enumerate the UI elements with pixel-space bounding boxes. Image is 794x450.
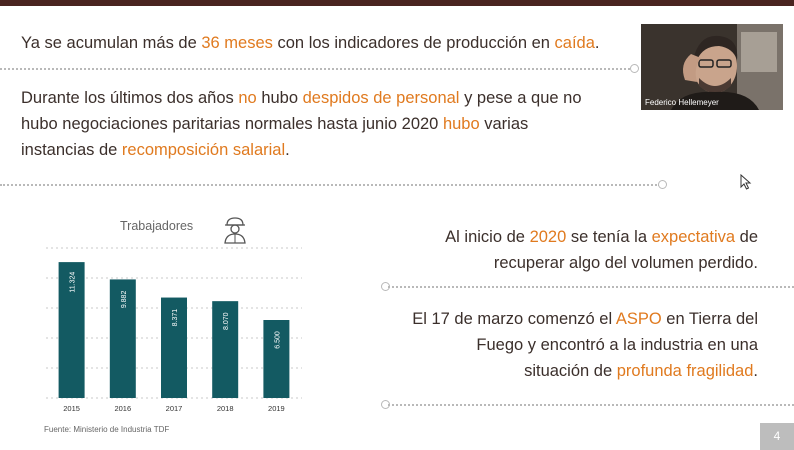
bar-value-label: 8.070: [223, 312, 230, 330]
bar-2016: [109, 279, 136, 398]
x-tick-label: 2018: [217, 404, 234, 412]
x-tick-label: 2015: [63, 404, 80, 412]
bar-2018: [212, 301, 239, 398]
bar-value-label: 11.324: [70, 272, 77, 293]
divider-end: [658, 180, 667, 189]
participant-video-frame: [641, 24, 783, 110]
worker-icon: [224, 217, 246, 244]
headline-text: Ya se acumulan más de 36 meses con los i…: [21, 34, 600, 52]
x-tick-label: 2017: [166, 404, 183, 412]
x-tick-label: 2019: [268, 404, 285, 412]
bar-chart: 11.324 9.882 8.371 8.070 6.500 2015 2016 2017 2…: [46, 217, 302, 412]
page-number: 4: [760, 423, 794, 450]
video-participant-tile[interactable]: Federico Hellemeyer: [641, 24, 783, 110]
source-note: Fuente: Ministerio de Industria TDF: [44, 425, 170, 434]
bar-2015: [58, 262, 85, 398]
chart-title: Trabajadores: [120, 219, 194, 233]
top-accent-bar: [0, 0, 794, 6]
mouse-pointer-icon: [740, 174, 752, 190]
divider: [388, 404, 794, 406]
bar-value-label: 6.500: [274, 331, 281, 349]
participant-name: Federico Hellemeyer: [645, 98, 719, 107]
x-tick-label: 2016: [114, 404, 131, 412]
bar-2019: [263, 320, 290, 398]
divider: [388, 286, 794, 288]
bar-value-label: 8.371: [172, 309, 179, 327]
divider: [0, 68, 634, 70]
divider-end: [630, 64, 639, 73]
expectation-paragraph: Al inicio de 2020 se tenía la expectativ…: [445, 228, 758, 272]
divider: [0, 184, 660, 186]
bar-2017: [161, 297, 187, 398]
bar-value-label: 9.882: [121, 291, 128, 309]
aspo-paragraph: El 17 de marzo comenzó el ASPO en Tierra…: [412, 310, 758, 380]
employment-paragraph: Durante los últimos dos años no hubo des…: [21, 89, 582, 159]
